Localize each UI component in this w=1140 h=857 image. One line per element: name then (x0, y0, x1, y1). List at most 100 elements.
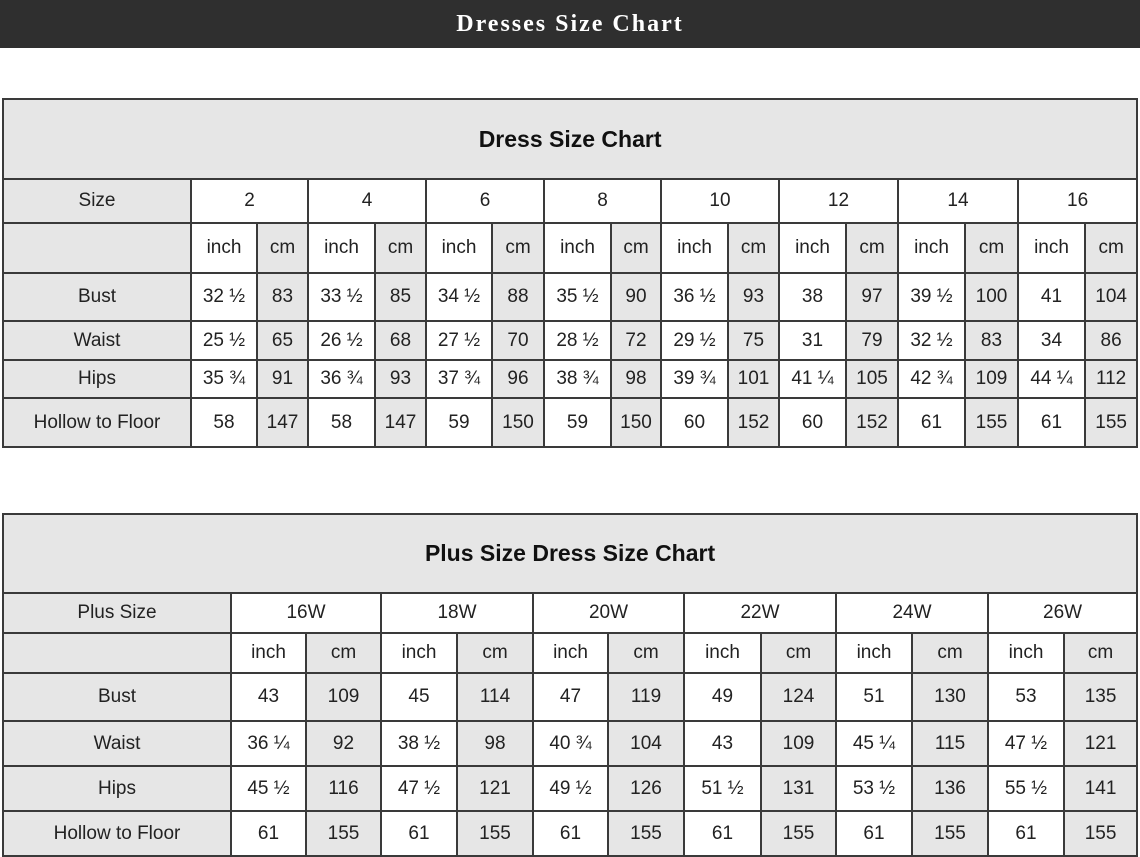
value-inch: 34 (1017, 320, 1086, 361)
unit-inch: inch (190, 222, 258, 274)
value-cm: 90 (610, 272, 662, 322)
unit-inch: inch (835, 632, 913, 674)
table-row: Hollow to Floor 58 147 58 147 59 150 59 150 60 152… (2, 397, 1139, 448)
value-cm: 109 (760, 720, 837, 767)
value-inch: 55 ½ (987, 765, 1065, 812)
value-cm: 116 (305, 765, 382, 812)
unit-cm: cm (374, 222, 427, 274)
unit-cm: cm (1083, 222, 1139, 274)
value-cm: 150 (610, 397, 662, 448)
value-cm: 141 (1062, 765, 1139, 812)
size-header: 12 (778, 178, 899, 224)
row-label: Hollow to Floor (2, 397, 192, 448)
value-cm: 155 (760, 810, 837, 857)
value-inch: 25 ½ (190, 320, 258, 361)
value-inch: 47 ½ (987, 720, 1065, 767)
value-cm: 79 (845, 320, 899, 361)
value-cm: 155 (456, 810, 534, 857)
unit-cm: cm (456, 632, 534, 674)
value-inch: 40 ¾ (532, 720, 609, 767)
table-row: Bust 43 109 45 114 47 119 49 124 51 130 53 135 (2, 672, 1139, 722)
table-row: Waist 25 ½ 65 26 ½ 68 27 ½ 70 28 ½ 72 29 ½ 75 31 79 3… (2, 320, 1139, 361)
value-cm: 147 (374, 397, 427, 448)
value-cm: 68 (374, 320, 427, 361)
value-inch: 53 (987, 672, 1065, 722)
value-inch: 35 ½ (543, 272, 612, 322)
unit-cm: cm (845, 222, 899, 274)
size-header: 24W (835, 592, 989, 634)
row-label: Hips (2, 765, 232, 812)
unit-cm: cm (727, 222, 780, 274)
size-header: 20W (532, 592, 685, 634)
value-inch: 45 ¼ (835, 720, 913, 767)
unit-cm: cm (256, 222, 309, 274)
value-inch: 59 (425, 397, 493, 448)
value-cm: 126 (607, 765, 685, 812)
table-title: Dress Size Chart (1, 98, 1139, 180)
value-inch: 33 ½ (307, 272, 376, 322)
size-header-row: Plus Size 16W 18W 20W 22W 24W 26W (2, 592, 1139, 634)
value-inch: 61 (683, 810, 762, 857)
value-cm: 155 (305, 810, 382, 857)
value-cm: 98 (456, 720, 534, 767)
page-banner: Dresses Size Chart (0, 0, 1140, 48)
unit-inch: inch (660, 222, 729, 274)
table-row: Bust 32 ½ 83 33 ½ 85 34 ½ 88 35 ½ 90 36 ½ 93 38 97 39… (2, 272, 1139, 322)
value-inch: 61 (835, 810, 913, 857)
unit-inch: inch (987, 632, 1065, 674)
value-inch: 32 ½ (897, 320, 966, 361)
value-cm: 70 (491, 320, 545, 361)
value-inch: 45 ½ (230, 765, 307, 812)
value-inch: 61 (987, 810, 1065, 857)
value-cm: 155 (607, 810, 685, 857)
value-cm: 101 (727, 359, 780, 399)
size-header: 14 (897, 178, 1019, 224)
value-cm: 136 (911, 765, 989, 812)
value-inch: 45 (380, 672, 458, 722)
value-inch: 47 ½ (380, 765, 458, 812)
value-cm: 114 (456, 672, 534, 722)
value-inch: 49 ½ (532, 765, 609, 812)
value-cm: 147 (256, 397, 309, 448)
value-inch: 58 (307, 397, 376, 448)
value-cm: 109 (305, 672, 382, 722)
value-inch: 41 ¼ (778, 359, 847, 399)
value-inch: 29 ½ (660, 320, 729, 361)
value-inch: 59 (543, 397, 612, 448)
value-inch: 61 (897, 397, 966, 448)
value-cm: 131 (760, 765, 837, 812)
row-label: Hips (2, 359, 192, 399)
value-cm: 93 (727, 272, 780, 322)
value-inch: 36 ¾ (307, 359, 376, 399)
size-header: 22W (683, 592, 837, 634)
plus-size-table: Plus Size Dress Size Chart Plus Size 16W 18… (1, 513, 1139, 857)
unit-inch: inch (425, 222, 493, 274)
value-inch: 31 (778, 320, 847, 361)
value-inch: 28 ½ (543, 320, 612, 361)
value-cm: 65 (256, 320, 309, 361)
unit-cm: cm (911, 632, 989, 674)
size-label: Plus Size (2, 592, 232, 634)
value-cm: 83 (964, 320, 1019, 361)
value-inch: 51 (835, 672, 913, 722)
size-header: 16W (230, 592, 382, 634)
value-cm: 124 (760, 672, 837, 722)
unit-cm: cm (610, 222, 662, 274)
value-cm: 105 (845, 359, 899, 399)
table-row: Waist 36 ¼ 92 38 ½ 98 40 ¾ 104 43 109 45 ¼ 115 47 ½… (2, 720, 1139, 767)
value-inch: 27 ½ (425, 320, 493, 361)
value-inch: 44 ¼ (1017, 359, 1086, 399)
value-inch: 34 ½ (425, 272, 493, 322)
value-inch: 43 (230, 672, 307, 722)
value-inch: 39 ¾ (660, 359, 729, 399)
value-cm: 155 (964, 397, 1019, 448)
unit-inch: inch (532, 632, 609, 674)
size-header: 26W (986, 592, 1139, 634)
value-cm: 150 (491, 397, 545, 448)
value-cm: 155 (911, 810, 989, 857)
value-inch: 53 ½ (835, 765, 913, 812)
dress-size-table: Dress Size Chart Size 2 4 6 8 10 12 14 16 inch cm in… (1, 98, 1139, 448)
banner-title: Dresses Size Chart (456, 10, 684, 37)
value-cm: 121 (1062, 720, 1139, 767)
